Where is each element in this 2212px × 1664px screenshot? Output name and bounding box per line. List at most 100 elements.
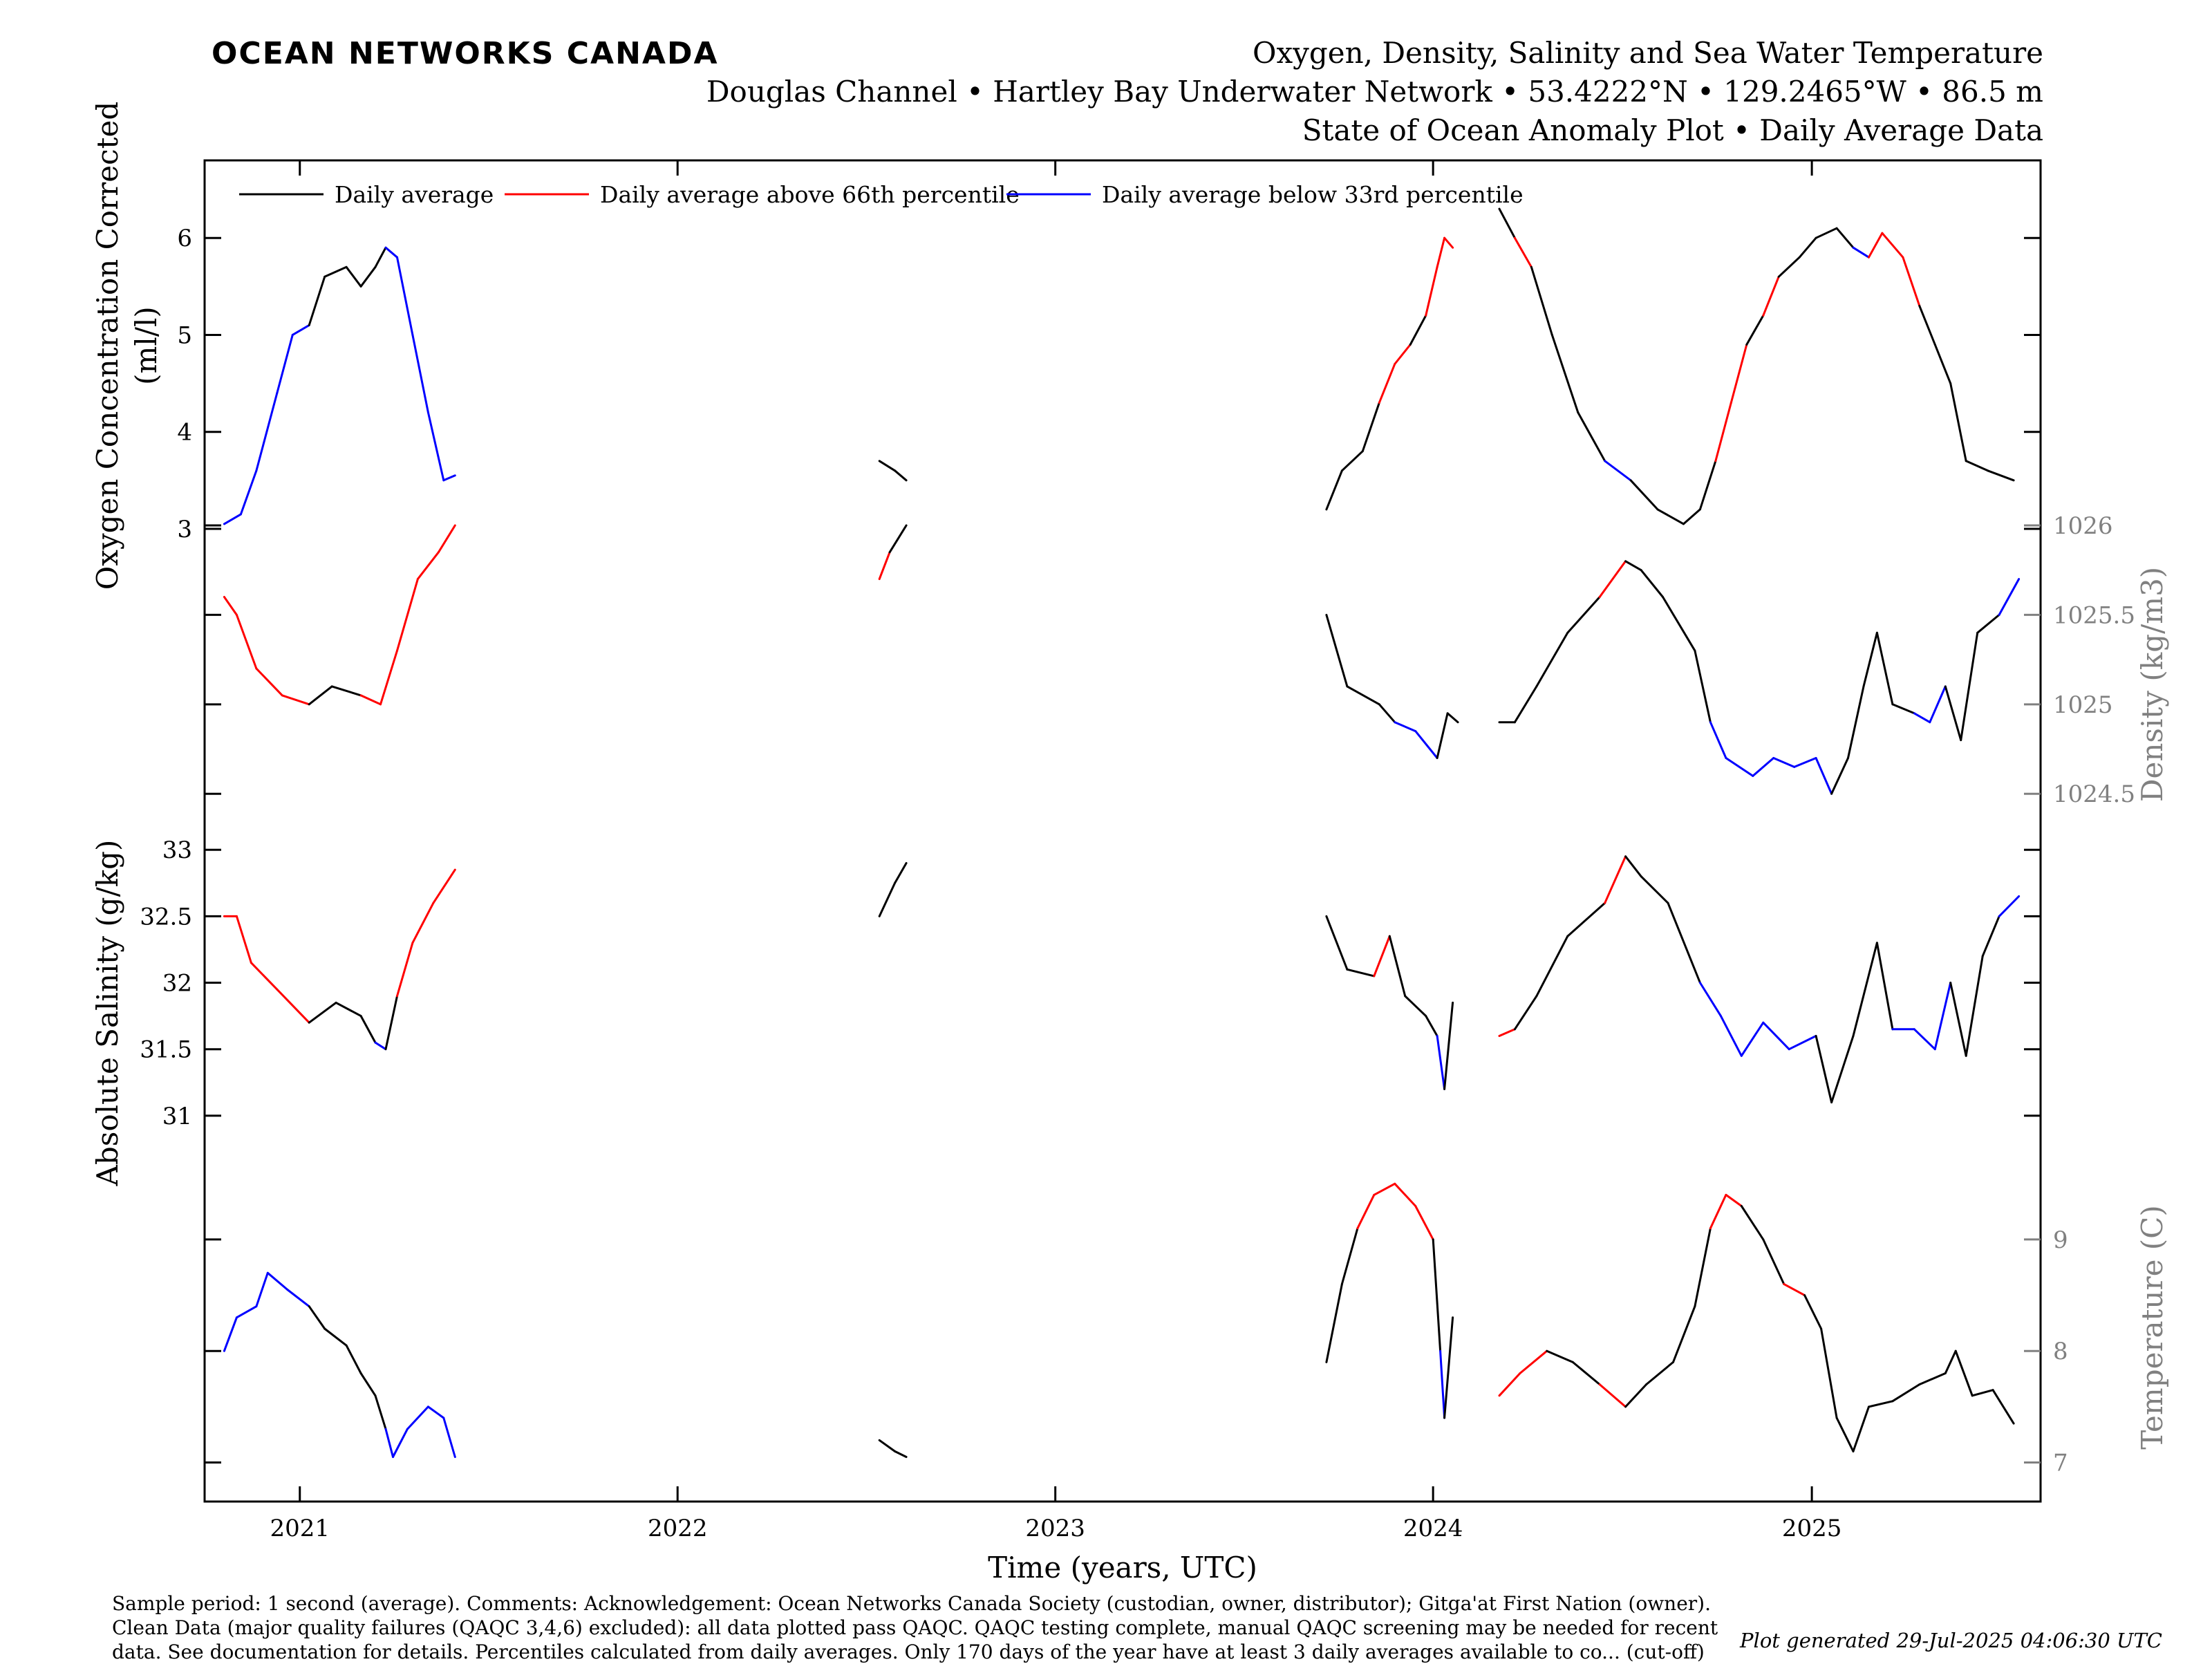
- density-series-segment: [1815, 757, 1833, 795]
- oxygen-series-segment: [359, 265, 377, 288]
- density-series-segment: [1847, 685, 1865, 759]
- density-series-segment: [359, 694, 382, 706]
- oxygen-series-segment: [1933, 344, 1952, 385]
- oxygen-series-segment: [1409, 314, 1427, 346]
- temperature-series-segment: [1918, 1372, 1947, 1386]
- temperature-series-segment: [1498, 1372, 1521, 1397]
- salinity-series-segment: [1498, 1028, 1516, 1037]
- temperature-series-segment: [1325, 1282, 1343, 1363]
- density-series-segment: [1875, 631, 1894, 706]
- temperature-series-segment: [1571, 1361, 1601, 1386]
- oxygen-series-segment: [396, 256, 414, 336]
- x-tick-label: 2025: [1782, 1515, 1842, 1542]
- density-series-segment: [235, 613, 258, 670]
- temperature-series-segment: [266, 1271, 289, 1291]
- density-series-segment: [1862, 631, 1878, 688]
- density-series-segment: [1414, 730, 1438, 759]
- plot-generated-timestamp: Plot generated 29-Jul-2025 04:06:30 UTC: [1740, 1629, 2162, 1652]
- density-series-segment: [1662, 596, 1696, 652]
- oxygen-series-segment: [308, 275, 326, 326]
- oxygen-series-segment: [442, 474, 456, 482]
- temperature-series-segment: [255, 1271, 269, 1308]
- density-series-segment: [223, 596, 238, 616]
- temperature-series-segment: [1803, 1294, 1823, 1330]
- oxygen-series-segment: [324, 265, 348, 278]
- density-series-segment: [416, 551, 440, 581]
- chart-subtitle-type: State of Ocean Anomaly Plot • Daily Aver…: [1302, 113, 2043, 147]
- density-series-segment: [1566, 596, 1601, 634]
- salinity-series-segment: [1443, 1001, 1454, 1090]
- density-series-segment: [308, 685, 333, 706]
- oxygen-series-segment: [1325, 469, 1343, 511]
- oxygen-series-segment: [1835, 227, 1855, 249]
- density-series-segment: [888, 524, 908, 554]
- oxygen-series-segment: [1698, 460, 1717, 511]
- temperature-series-segment: [442, 1417, 456, 1458]
- oxygen-axis-label-line2: (ml/l): [129, 306, 163, 385]
- temperature-series-segment: [384, 1428, 394, 1458]
- temperature-series-segment: [1762, 1238, 1785, 1285]
- chart-subtitle-location: Douglas Channel • Hartley Bay Underwater…: [706, 75, 2043, 109]
- legend-label-daily-average: Daily average: [335, 181, 494, 208]
- oxygen-series-segment: [1604, 460, 1632, 482]
- oxygen-series-segment: [1949, 382, 1967, 462]
- salinity-series-segment: [432, 868, 456, 904]
- density-series-segment: [1929, 685, 1947, 724]
- temperature-series-segment: [235, 1305, 258, 1319]
- temperature-series-segment: [286, 1289, 310, 1308]
- oxygen-series-segment: [384, 246, 398, 259]
- temperature-series-segment: [1519, 1349, 1548, 1374]
- temperature-series-segment: [1624, 1383, 1648, 1408]
- oxygen-series-segment: [1394, 344, 1412, 365]
- oxygen-series-segment: [291, 324, 310, 336]
- density-series-segment: [1772, 757, 1796, 768]
- oxygen-y-tick-label: 5: [177, 321, 192, 349]
- oxygen-series-segment: [1577, 411, 1606, 462]
- salinity-series-segment: [1535, 935, 1569, 998]
- density-y-tick-label: 1026: [2053, 512, 2113, 540]
- salinity-y-tick-label: 31.5: [140, 1036, 192, 1064]
- temperature-series-segment: [1340, 1227, 1359, 1285]
- temperature-series-segment: [1820, 1327, 1838, 1419]
- temperature-series-segment: [345, 1344, 362, 1374]
- salinity-series-segment: [1698, 982, 1722, 1018]
- salinity-series-segment: [1404, 995, 1427, 1018]
- temperature-series-segment: [1835, 1417, 1855, 1452]
- salinity-series-segment: [1604, 855, 1627, 904]
- temperature-series-segment: [1991, 1389, 2015, 1425]
- oxygen-series-segment: [1777, 256, 1801, 278]
- temperature-series-segment: [1868, 1400, 1894, 1408]
- density-series-segment: [1378, 703, 1396, 724]
- density-series-segment: [1709, 721, 1727, 759]
- salinity-series-segment: [1933, 982, 1952, 1051]
- salinity-series-segment: [1667, 901, 1701, 984]
- temperature-series-segment: [1891, 1383, 1921, 1403]
- density-y-tick-label: 1025.5: [2053, 601, 2135, 629]
- salinity-series-segment: [1965, 955, 1984, 1057]
- oxygen-series-segment: [894, 469, 908, 482]
- temperature-series-segment: [324, 1327, 348, 1347]
- salinity-series-segment: [359, 1015, 377, 1044]
- oxygen-series-segment: [223, 513, 242, 525]
- salinity-series-segment: [1436, 1035, 1446, 1090]
- salinity-series-segment: [396, 942, 414, 998]
- salinity-series-segment: [235, 915, 252, 964]
- oxygen-series-segment: [1762, 275, 1780, 317]
- density-series-segment: [1640, 569, 1664, 598]
- salinity-series-segment: [1949, 982, 1967, 1057]
- salinity-series-segment: [1875, 942, 1894, 1031]
- oxygen-series-segment: [1881, 232, 1904, 259]
- oxygen-series-segment: [1530, 265, 1553, 336]
- temperature-series-segment: [374, 1394, 387, 1430]
- oxygen-series-segment: [1868, 232, 1884, 259]
- density-y-tick-label: 1024.5: [2053, 780, 2135, 808]
- density-series-segment: [1394, 721, 1417, 733]
- density-series-segment: [1960, 631, 1979, 742]
- density-series-segment: [1752, 757, 1775, 777]
- oxygen-series-segment: [878, 460, 897, 472]
- oxygen-series-segment: [1498, 207, 1516, 239]
- salinity-axis-label: Absolute Salinity (g/kg): [91, 840, 124, 1187]
- temperature-series-segment: [1852, 1405, 1870, 1452]
- oxygen-series-segment: [1852, 246, 1870, 259]
